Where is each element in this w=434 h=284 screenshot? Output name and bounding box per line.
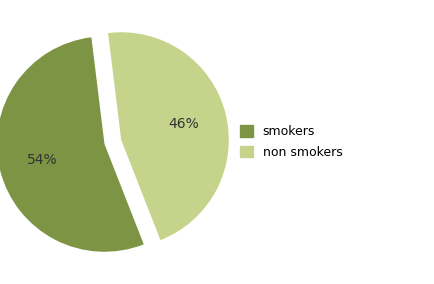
Wedge shape — [0, 37, 144, 252]
Text: 54%: 54% — [26, 153, 57, 167]
Wedge shape — [108, 32, 229, 240]
Legend: smokers, non smokers: smokers, non smokers — [240, 125, 342, 159]
Text: 46%: 46% — [168, 117, 199, 131]
